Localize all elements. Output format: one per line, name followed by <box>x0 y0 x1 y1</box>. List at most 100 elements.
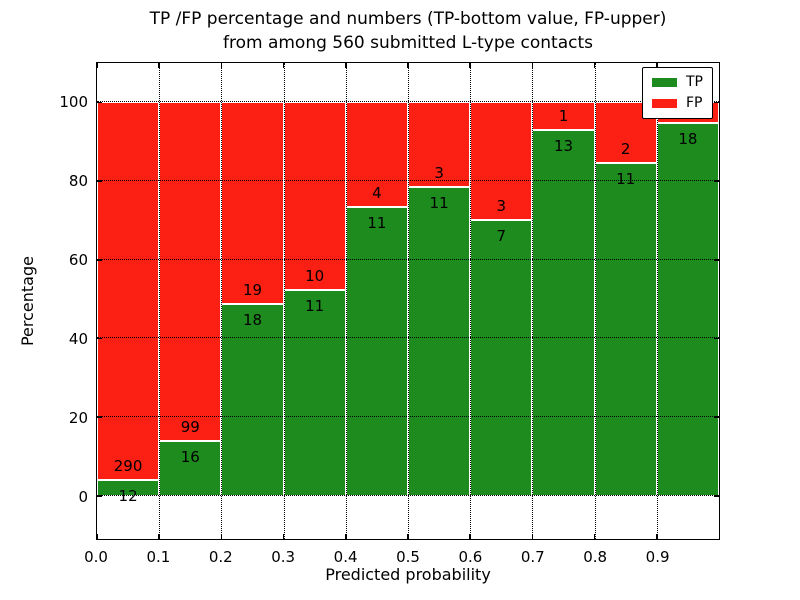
y-tick-label-100: 100 <box>59 92 88 111</box>
y-gridline-100 <box>97 101 719 103</box>
tp-legend-label: TP <box>686 74 703 90</box>
x-tick-mark-0.3 <box>282 63 285 68</box>
y-tick-mark-40 <box>97 337 102 340</box>
x-gridline-0.8 <box>594 63 596 539</box>
x-tick-mark-0.3 <box>282 534 285 539</box>
y-tick-mark-80 <box>714 180 719 182</box>
y-gridline-0 <box>97 494 719 496</box>
x-gridline-0.6 <box>470 63 472 539</box>
y-tick-mark-0 <box>97 494 102 497</box>
chart-title-line2: from among 560 submitted L-type contacts <box>222 33 593 53</box>
x-gridline-0.7 <box>532 63 534 539</box>
x-gridline-0.2 <box>221 63 223 539</box>
y-tick-mark-40 <box>714 337 719 340</box>
tp-count-label-9: 18 <box>678 130 698 149</box>
tp-bar-segment-7 <box>532 130 595 496</box>
x-tick-mark-0.7 <box>531 63 534 68</box>
fp-bar-segment-4 <box>345 102 408 208</box>
x-tick-label-0.7: 0.7 <box>520 548 545 566</box>
x-tick-label-0.4: 0.4 <box>333 548 358 566</box>
x-tick-mark-0.8 <box>593 63 596 68</box>
x-tick-mark-0.2 <box>220 534 223 539</box>
tp-bar-segment-4 <box>345 207 408 496</box>
tp-bar-segment-1 <box>159 441 222 496</box>
x-tick-label-0.0: 0.0 <box>84 548 108 566</box>
x-gridline-0.9 <box>656 63 658 539</box>
y-tick-mark-100 <box>97 101 102 104</box>
y-tick-mark-60 <box>97 258 102 261</box>
y-tick-label-0: 0 <box>78 487 88 506</box>
fp-legend-label: FP <box>686 95 703 111</box>
tp-count-label-0: 12 <box>118 487 138 506</box>
tp-bar-segment-6 <box>470 220 533 496</box>
x-tick-mark-0.1 <box>158 63 160 68</box>
x-tick-mark-0.0 <box>96 534 98 539</box>
y-gridline-40 <box>97 337 719 339</box>
x-gridline-0.3 <box>283 63 285 539</box>
fp-count-label-6: 3 <box>496 197 507 216</box>
fp-count-label-5: 3 <box>434 163 444 182</box>
tp-count-label-4: 11 <box>367 214 387 233</box>
y-tick-label-80: 80 <box>68 171 88 190</box>
x-tick-mark-0.8 <box>593 534 596 539</box>
y-axis-label: Percentage <box>18 256 37 347</box>
fp-count-label-4: 4 <box>372 184 382 203</box>
x-tick-label-0.6: 0.6 <box>458 548 483 566</box>
x-tick-mark-0.5 <box>407 534 409 539</box>
tp-bar-segment-3 <box>283 289 346 496</box>
y-tick-label-40: 40 <box>68 329 88 348</box>
x-tick-label-0.8: 0.8 <box>583 548 608 566</box>
fp-bar-segment-0 <box>97 102 160 481</box>
fp-count-label-3: 10 <box>305 266 325 285</box>
x-tick-mark-0.1 <box>158 534 160 539</box>
chart-title-line1: TP /FP percentage and numbers (TP-bottom… <box>149 9 667 29</box>
x-tick-label-0.3: 0.3 <box>271 548 296 566</box>
y-tick-mark-20 <box>97 416 102 418</box>
y-tick-mark-60 <box>714 258 719 261</box>
fp-bar-segment-2 <box>221 102 284 305</box>
tp-bar-segment-5 <box>408 186 471 496</box>
x-tick-label-0.5: 0.5 <box>396 548 420 566</box>
y-tick-label-20: 20 <box>68 408 88 427</box>
fp-legend-swatch <box>652 99 677 108</box>
x-tick-mark-0.4 <box>345 63 347 68</box>
tp-count-label-1: 16 <box>180 448 200 466</box>
x-tick-mark-0.0 <box>96 63 98 68</box>
x-tick-label-0.2: 0.2 <box>208 548 233 566</box>
x-tick-mark-0.5 <box>407 63 409 68</box>
tp-bar-segment-8 <box>594 162 657 496</box>
y-gridline-80 <box>97 180 719 182</box>
y-tick-label-60: 60 <box>68 250 88 269</box>
x-tick-mark-0.6 <box>469 63 471 68</box>
tp-bar-segment-9 <box>656 123 719 496</box>
tp-count-label-8: 11 <box>616 169 636 188</box>
x-tick-mark-0.9 <box>656 534 658 539</box>
legend-item-tp: TP <box>652 74 703 91</box>
x-tick-mark-0.2 <box>220 63 223 68</box>
tp-bar-segment-2 <box>221 304 284 496</box>
y-tick-mark-80 <box>97 180 102 182</box>
x-tick-mark-0.4 <box>345 534 347 539</box>
x-gridline-0.4 <box>345 63 347 539</box>
fp-bar-segment-5 <box>408 102 471 187</box>
x-tick-mark-0.7 <box>531 534 534 539</box>
fp-count-label-7: 1 <box>558 107 569 126</box>
x-tick-label-0.9: 0.9 <box>645 548 670 566</box>
tp-count-label-2: 18 <box>242 311 263 330</box>
plot-area: TP FP 2901299161918101141131137113211118 <box>96 62 720 540</box>
y-tick-mark-0 <box>714 494 719 497</box>
fp-count-label-8: 2 <box>620 139 631 158</box>
fp-bar-segment-1 <box>159 102 222 441</box>
legend-item-fp: FP <box>652 95 703 112</box>
tp-legend-swatch <box>652 78 677 87</box>
y-tick-mark-100 <box>714 101 719 104</box>
fp-count-label-1: 99 <box>180 418 200 436</box>
tp-count-label-5: 11 <box>429 193 449 212</box>
tp-count-label-3: 11 <box>305 296 325 315</box>
x-axis-label: Predicted probability <box>325 565 491 584</box>
legend-box: TP FP <box>642 67 713 119</box>
x-tick-mark-0.9 <box>656 63 658 68</box>
fp-bar-segment-3 <box>283 102 346 290</box>
fp-count-label-0: 290 <box>113 457 143 476</box>
